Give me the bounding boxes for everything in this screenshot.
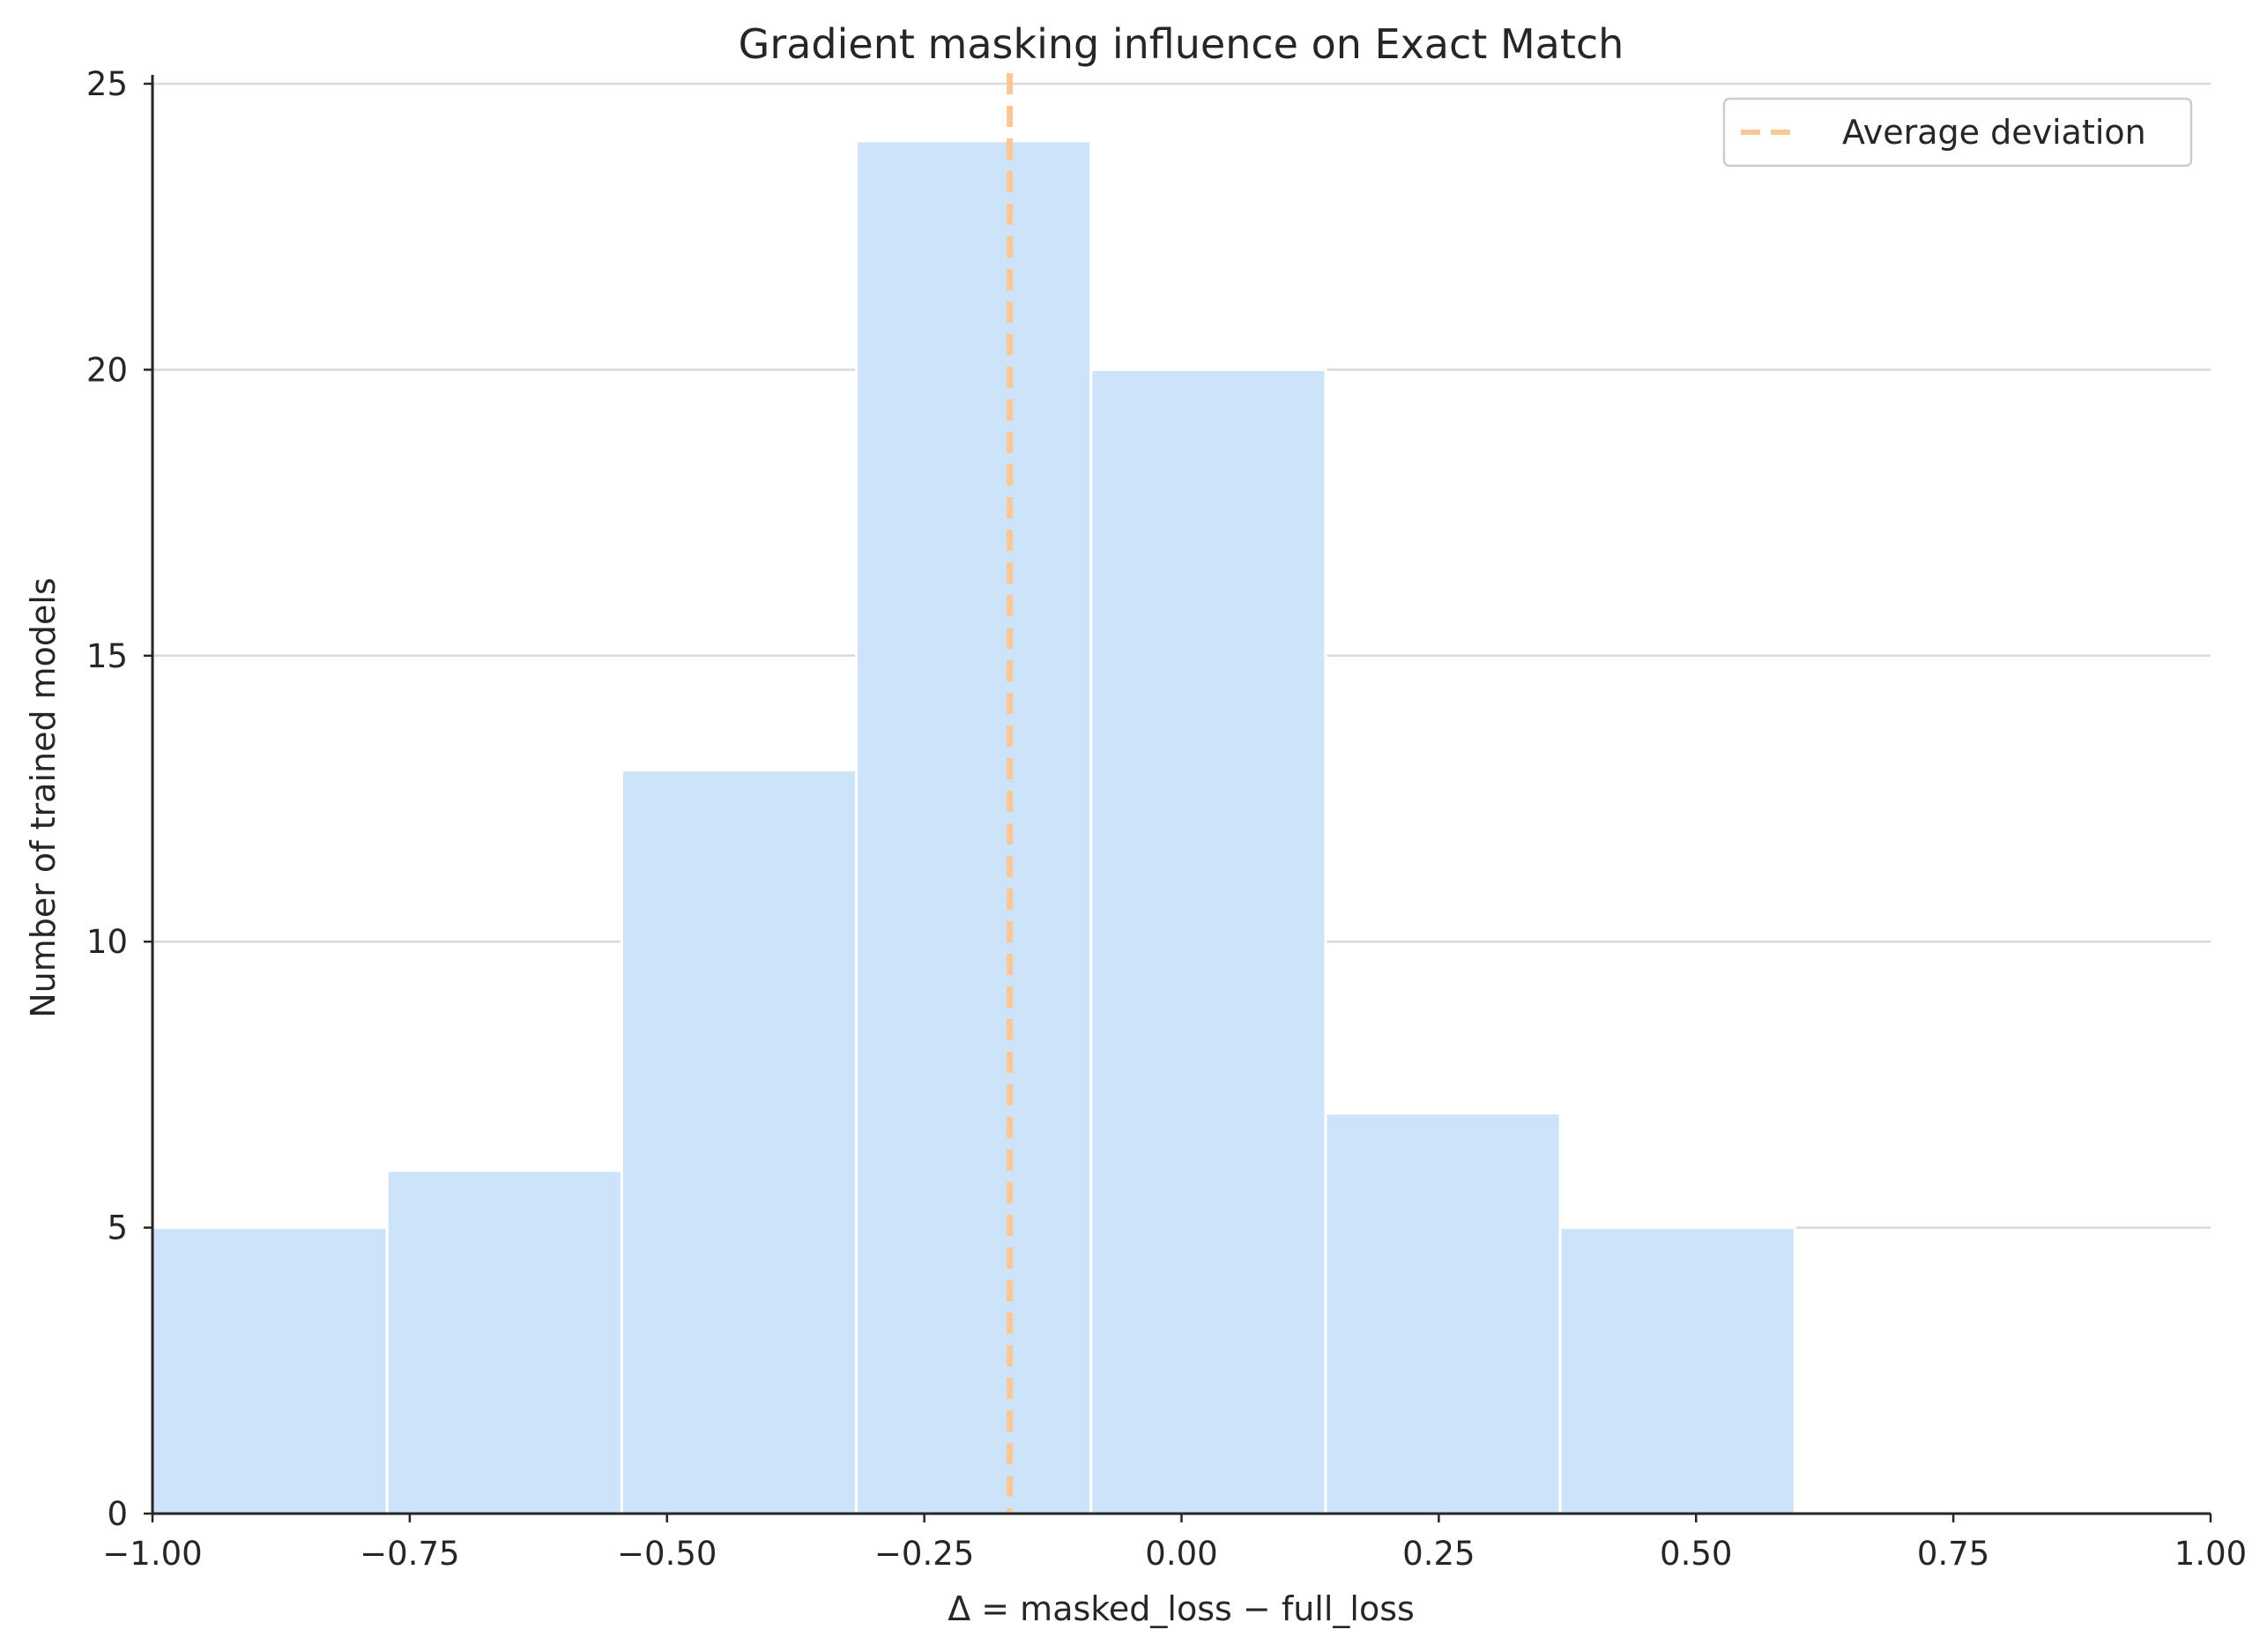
x-tick-label-7: 0.75: [1917, 1535, 1989, 1573]
legend-box: [1722, 97, 2193, 167]
histogram-bar-2: [620, 769, 858, 1515]
x-ticks: −1.00 −0.75 −0.50 −0.25 0.00 0.25 0.50 0.75 1.00: [102, 1514, 2247, 1573]
histogram-bar-4: [1089, 368, 1327, 1515]
y-ticks: 0 5 10 15 20 25: [86, 65, 152, 1533]
histogram-bars: [151, 139, 1796, 1515]
histogram-bar-3: [855, 139, 1093, 1515]
y-tick-label-4: 20: [86, 351, 128, 389]
x-tick-label-0: −1.00: [102, 1535, 202, 1573]
y-tick-label-2: 10: [86, 923, 128, 961]
y-tick-label-0: 0: [107, 1495, 128, 1533]
chart-title: Gradient masking influence on Exact Matc…: [739, 20, 1624, 68]
histogram-bar-5: [1324, 1112, 1562, 1515]
x-tick-label-6: 0.50: [1660, 1535, 1732, 1573]
y-tick-label-1: 5: [107, 1209, 128, 1247]
x-tick-label-2: −0.50: [617, 1535, 717, 1573]
x-tick-label-4: 0.00: [1145, 1535, 1217, 1573]
x-tick-label-8: 1.00: [2174, 1535, 2247, 1573]
y-tick-label-5: 25: [86, 65, 128, 103]
y-axis-label: Number of trained models: [24, 577, 63, 1018]
x-tick-label-1: −0.75: [360, 1535, 459, 1573]
legend: Average deviation: [1722, 97, 2193, 167]
histogram-bar-0: [151, 1226, 389, 1515]
histogram-bar-6: [1558, 1226, 1796, 1515]
legend-label-average-deviation: Average deviation: [1842, 113, 2146, 152]
x-tick-label-3: −0.25: [874, 1535, 974, 1573]
y-tick-label-3: 15: [86, 637, 128, 675]
x-axis-label: Δ = masked_loss − full_loss: [948, 1589, 1415, 1628]
histogram-bar-1: [385, 1169, 623, 1515]
x-tick-label-5: 0.25: [1402, 1535, 1475, 1573]
